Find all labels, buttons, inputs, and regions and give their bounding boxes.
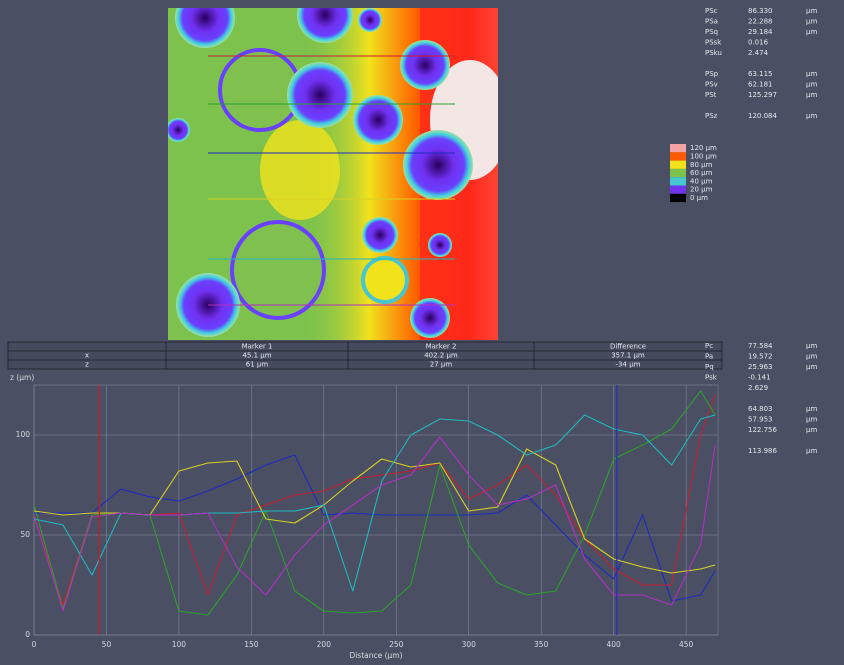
stat-unit: µm: [806, 405, 817, 413]
stat-name: PSsk: [705, 39, 722, 47]
legend-swatch: [670, 161, 686, 169]
x-tick-label: 150: [244, 640, 259, 649]
stat-unit: µm: [806, 81, 817, 89]
stat-value: 22.288: [748, 18, 773, 26]
height-map: [166, 0, 510, 340]
table-header: Marker 2: [426, 343, 457, 351]
stat-unit: µm: [806, 7, 817, 15]
stat-name: PSa: [705, 18, 718, 26]
x-tick-label: 0: [32, 640, 37, 649]
stat-value: 86.330: [748, 7, 773, 15]
x-tick-label: 100: [172, 640, 187, 649]
stat-value: 62.181: [748, 81, 773, 89]
y-axis-label: z (µm): [10, 373, 34, 382]
stat-value: 120.084: [748, 112, 777, 120]
stat-name: Pa: [705, 353, 713, 361]
legend-label: 60 µm: [690, 169, 713, 177]
legend-label: 120 µm: [690, 144, 717, 152]
x-tick-label: 350: [534, 640, 549, 649]
legend-label: 40 µm: [690, 177, 713, 185]
marker-table: Marker 1 Marker 2 Difference x 45.1 µm 402.2 …: [8, 342, 722, 369]
row-label: z: [85, 361, 89, 369]
stat-value: 25.963: [748, 363, 773, 371]
stat-value: 125.297: [748, 91, 777, 99]
stat-value: 2.474: [748, 49, 769, 57]
row-label: x: [85, 352, 89, 360]
stat-unit: µm: [806, 416, 817, 424]
stat-value: 2.629: [748, 384, 768, 392]
stat-unit: µm: [806, 447, 817, 455]
legend-swatch: [670, 194, 686, 202]
stat-unit: µm: [806, 426, 817, 434]
table-cell: 402.2 µm: [424, 352, 458, 360]
legend-label: 80 µm: [690, 161, 713, 169]
stat-name: PSc: [705, 7, 718, 15]
stat-unit: µm: [806, 70, 817, 78]
stat-value: 77.584: [748, 342, 773, 350]
stat-unit: µm: [806, 112, 817, 120]
stat-unit: µm: [806, 91, 817, 99]
x-tick-label: 200: [317, 640, 332, 649]
legend-swatch: [670, 177, 686, 185]
stat-name: PSp: [705, 70, 719, 78]
stat-unit: µm: [806, 342, 817, 350]
legend-swatch: [670, 152, 686, 160]
stat-unit: µm: [806, 28, 817, 36]
stat-value: 122.756: [748, 426, 777, 434]
legend-swatch: [670, 169, 686, 177]
table-cell: 45.1 µm: [242, 352, 271, 360]
stat-value: 64.803: [748, 405, 773, 413]
stat-value: 57.953: [748, 416, 773, 424]
x-axis-label: Distance (µm): [349, 651, 402, 660]
legend-label: 100 µm: [690, 153, 717, 161]
stat-value: -0.141: [748, 374, 771, 382]
table-header: Marker 1: [242, 343, 273, 351]
x-tick-label: 300: [462, 640, 477, 649]
table-header: Difference: [610, 343, 646, 351]
stat-unit: µm: [806, 18, 817, 26]
stat-name: Pq: [705, 363, 714, 371]
stat-name: PSq: [705, 28, 718, 36]
stat-value: 19.572: [748, 353, 773, 361]
table-cell: 357.1 µm: [611, 352, 645, 360]
stat-unit: µm: [806, 363, 817, 371]
stat-value: 63.115: [748, 70, 773, 78]
x-tick-label: 50: [102, 640, 112, 649]
table-cell: 27 µm: [430, 361, 453, 369]
stat-value: 0.016: [748, 39, 769, 47]
stat-name: PSt: [705, 91, 717, 99]
stat-name: Pc: [705, 342, 713, 350]
stat-value: 29.184: [748, 28, 773, 36]
x-tick-label: 450: [679, 640, 694, 649]
page: { "stats_top": [ [{"name": "PSc", "value…: [0, 0, 844, 665]
legend-swatch: [670, 186, 686, 194]
x-tick-label: 400: [606, 640, 621, 649]
y-tick-label: 0: [25, 630, 30, 639]
stat-value: 113.986: [748, 447, 777, 455]
legend-label: 20 µm: [690, 186, 713, 194]
legend-label: 0 µm: [690, 194, 708, 202]
stat-unit: µm: [806, 353, 817, 361]
stat-name: PSku: [705, 49, 722, 57]
y-tick-label: 50: [20, 530, 30, 539]
stats-top: PSc 86.330 µm PSa 22.288 µm PSq 29.184 µm PSsk 0.0…: [705, 7, 817, 120]
plot-area: [34, 385, 718, 635]
legend-swatch: [670, 144, 686, 152]
stat-name: PSv: [705, 81, 718, 89]
table-cell: -34 µm: [616, 361, 641, 369]
stat-name: PSz: [705, 112, 718, 120]
table-cell: 61 µm: [246, 361, 269, 369]
x-tick-label: 250: [389, 640, 404, 649]
y-tick-label: 100: [16, 430, 31, 439]
screen: PSc 86.330 µm PSa 22.288 µm PSq 29.184 µm PSsk 0.0…: [0, 0, 844, 665]
stat-name: Psk: [705, 374, 718, 382]
